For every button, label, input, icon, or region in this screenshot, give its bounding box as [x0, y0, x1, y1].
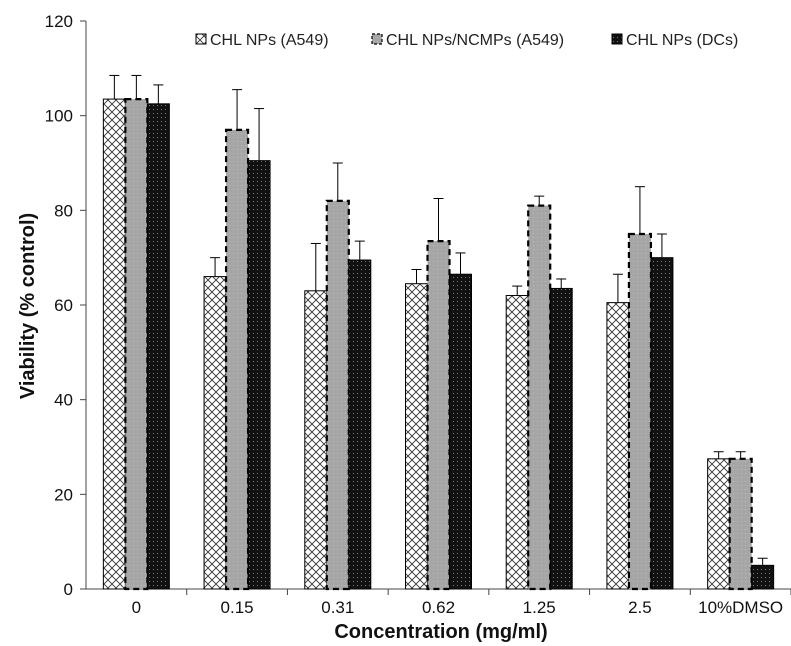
bar-series-3	[549, 287, 573, 590]
bar-series-2	[426, 240, 451, 591]
bar-series-2	[527, 204, 552, 591]
x-tick-label: 10%DMSO	[698, 598, 783, 617]
x-tick-label: 0.31	[321, 598, 354, 617]
bar-series-3	[348, 259, 372, 590]
bar-series-2	[124, 97, 149, 591]
legend-label-series-1: CHL NPs (A549)	[210, 32, 329, 49]
x-tick-label: 0.15	[221, 598, 254, 617]
y-tick-label: 60	[54, 296, 73, 315]
x-tick-label: 0	[132, 598, 141, 617]
bar-series-2	[224, 128, 250, 591]
bar-series-1	[405, 283, 428, 590]
x-tick-label: 1.25	[523, 598, 556, 617]
legend-swatch-series-3	[611, 33, 623, 45]
bar-series-1	[203, 276, 227, 590]
y-tick-label: 20	[54, 485, 73, 504]
bar-series-3	[146, 103, 170, 590]
bar-series-3	[449, 273, 472, 590]
bar-series-1	[606, 302, 630, 590]
legend-label-series-3: CHL NPs (DCs)	[626, 32, 738, 49]
x-tick-label: 0.62	[422, 598, 455, 617]
y-tick-label: 40	[54, 391, 73, 410]
legend-label-series-2: CHL NPs/NCMPs (A549)	[386, 32, 564, 49]
bar-series-3	[650, 257, 674, 590]
y-tick-label: 80	[54, 201, 73, 220]
y-tick-label: 0	[64, 580, 73, 599]
bar-series-2	[728, 457, 753, 591]
bar-series-2	[627, 232, 653, 591]
bar-series-1	[707, 458, 731, 590]
x-tick-label: 2.5	[628, 598, 652, 617]
bar-series-3	[751, 564, 775, 590]
bar-series-1	[505, 295, 529, 590]
bar-series-3	[247, 160, 271, 590]
legend-swatch-series-1	[195, 33, 207, 45]
y-tick-label: 120	[45, 12, 73, 31]
y-axis-title: Viability (% control)	[17, 213, 39, 399]
legend: CHL NPs (A549) CHL NPs/NCMPs (A549) CHL …	[195, 32, 738, 49]
bar-series-1	[304, 290, 328, 590]
bar-series-1	[102, 98, 126, 590]
x-axis-title: Concentration (mg/ml)	[334, 621, 547, 643]
y-tick-label: 100	[45, 107, 73, 126]
bar-series-2	[325, 199, 350, 591]
legend-swatch-series-2	[371, 33, 383, 45]
